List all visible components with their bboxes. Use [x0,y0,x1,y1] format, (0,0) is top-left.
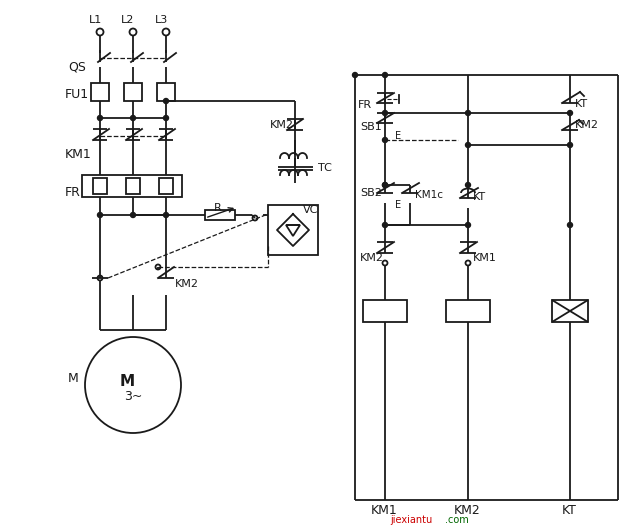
Text: R: R [214,203,221,213]
Text: SB1: SB1 [360,122,381,132]
Text: TC: TC [318,163,332,173]
Circle shape [97,276,102,280]
Text: KM1: KM1 [65,148,92,162]
Circle shape [163,115,168,121]
Circle shape [383,261,387,265]
Circle shape [383,137,387,143]
Text: L2: L2 [122,15,134,25]
Circle shape [97,212,102,218]
Text: jiexiantu: jiexiantu [390,515,432,525]
Text: KM1c: KM1c [415,190,443,200]
Circle shape [568,222,573,228]
Circle shape [465,222,470,228]
Circle shape [163,212,168,218]
Circle shape [163,98,168,104]
Circle shape [85,337,181,433]
Circle shape [163,29,170,36]
Text: KM1: KM1 [473,253,497,263]
Text: QS: QS [68,61,86,73]
Circle shape [465,182,470,187]
Circle shape [129,29,136,36]
Circle shape [568,143,573,147]
Circle shape [383,111,387,115]
Bar [82,175,182,197]
Text: KM2: KM2 [360,253,384,263]
Circle shape [131,212,136,218]
Circle shape [131,115,136,121]
Text: 3~: 3~ [124,389,142,403]
Circle shape [353,72,358,78]
Text: KT: KT [575,99,588,109]
Bar [91,83,109,101]
Circle shape [97,29,104,36]
Circle shape [383,72,387,78]
Circle shape [383,222,387,228]
Bar [446,300,490,322]
Circle shape [465,143,470,147]
Bar [157,83,175,101]
Circle shape [383,182,387,187]
Text: KM2: KM2 [454,503,481,517]
Circle shape [568,111,573,115]
Text: FR: FR [65,187,81,200]
Circle shape [465,111,470,115]
Text: KM2: KM2 [270,120,294,130]
Bar [363,300,407,322]
Bar [268,205,318,255]
Text: FU1: FU1 [65,88,89,102]
Circle shape [97,115,102,121]
Text: E: E [395,131,401,141]
Text: L1: L1 [88,15,102,25]
Bar [124,83,142,101]
Text: VC: VC [303,205,318,215]
Bar [126,178,140,194]
Text: KT: KT [562,503,577,517]
Bar [552,300,588,322]
Text: SB2: SB2 [360,188,382,198]
Bar [159,178,173,194]
Circle shape [156,264,161,270]
Text: .com: .com [445,515,468,525]
Bar [93,178,107,194]
Text: KM1: KM1 [371,503,397,517]
Text: L3: L3 [154,15,168,25]
Circle shape [465,261,470,265]
Text: E: E [395,200,401,210]
Text: FR: FR [358,100,372,110]
Text: M: M [120,375,135,389]
Circle shape [383,182,387,187]
Text: KT: KT [473,192,486,202]
Bar [205,210,235,220]
Circle shape [253,215,257,220]
Text: KM2: KM2 [575,120,599,130]
Text: KM2: KM2 [175,279,199,289]
Text: M: M [68,371,79,385]
